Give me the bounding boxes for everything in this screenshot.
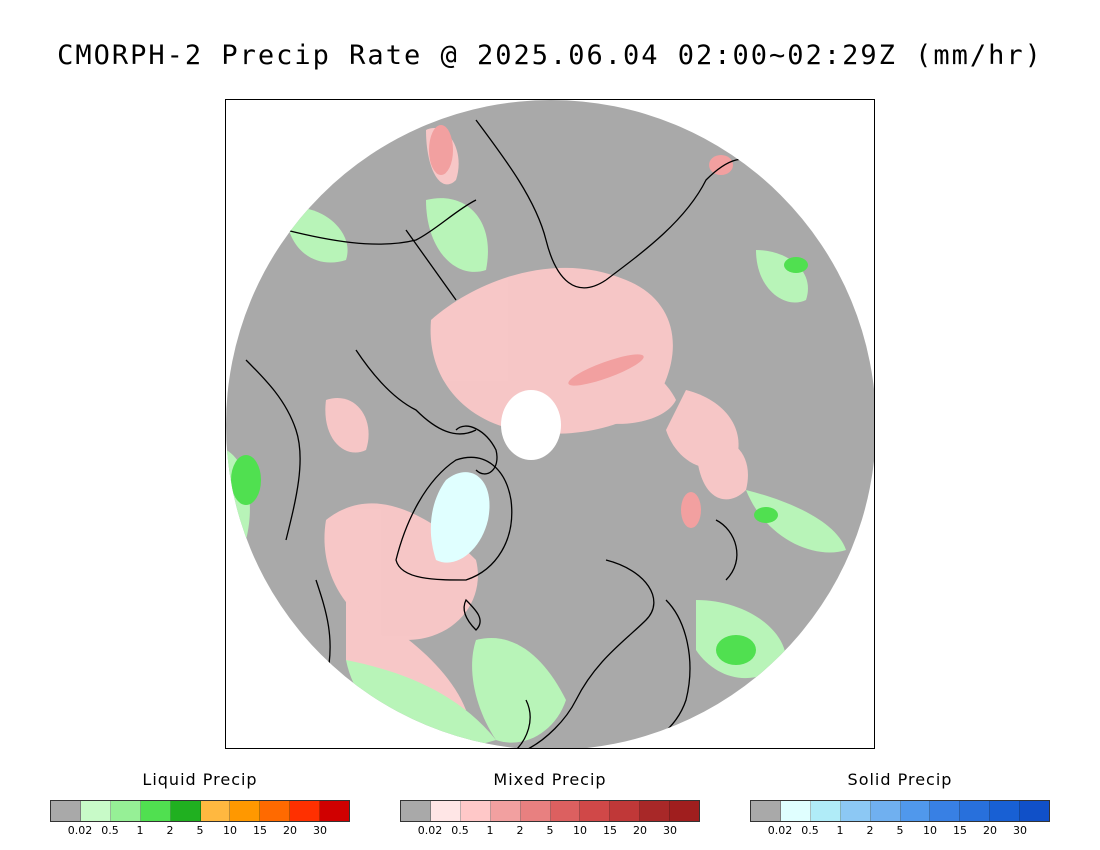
legend-liquid-tick-label: 10 — [223, 824, 237, 837]
legend-solid-colorbar — [750, 800, 1050, 822]
legend-liquid-swatch — [110, 801, 141, 821]
legend-liquid-ticks: 0.02 0.5 1 2 5 10 15 20 30 — [50, 824, 350, 838]
legend-mixed-swatch — [550, 801, 581, 821]
legend-solid-swatch — [960, 801, 991, 821]
mixed-precip-areas — [324, 128, 748, 717]
legend-solid-swatch — [810, 801, 841, 821]
legend-mixed-swatch — [520, 801, 551, 821]
legend-liquid-tick-label: 1 — [136, 824, 144, 837]
legend-liquid-swatch — [290, 801, 321, 821]
solid-precip-areas — [430, 472, 490, 563]
pole-region — [501, 390, 561, 460]
legend-mixed-tick-label: 0.5 — [451, 824, 469, 837]
legend-solid-ticks: 0.02 0.5 1 2 5 10 15 20 30 — [750, 824, 1050, 838]
legend-solid-swatch — [780, 801, 811, 821]
legend-mixed-swatch — [670, 801, 700, 821]
legend-liquid-swatch — [51, 801, 81, 821]
legend-liquid-tick-label: 0.5 — [101, 824, 119, 837]
legend-mixed-swatch — [430, 801, 461, 821]
legend-liquid-tick-label: 5 — [196, 824, 204, 837]
legend-liquid-swatch — [230, 801, 261, 821]
legend-solid-tick-label: 0.5 — [801, 824, 819, 837]
legend-liquid-tick-label: 2 — [166, 824, 174, 837]
legend-solid-swatch — [751, 801, 781, 821]
legend-mixed-swatch — [401, 801, 431, 821]
legend-mixed-ticks: 0.02 0.5 1 2 5 10 15 20 30 — [400, 824, 700, 838]
legend-liquid-tick-label: 15 — [253, 824, 267, 837]
legend-solid-tick-label: 5 — [896, 824, 904, 837]
legend-solid-swatch — [870, 801, 901, 821]
legend-liquid: Liquid Precip 0.02 0.5 1 2 5 10 15 20 30 — [50, 770, 350, 838]
legend-liquid-swatch — [140, 801, 171, 821]
mixed-precip-moderate — [429, 125, 733, 528]
legend-mixed-tick-label: 1 — [486, 824, 494, 837]
polar-map — [226, 100, 874, 748]
legend-solid-swatch — [1020, 801, 1050, 821]
legend-liquid-swatch — [170, 801, 201, 821]
legend-solid-tick-label: 20 — [983, 824, 997, 837]
legend-mixed-tick-label: 0.02 — [417, 824, 443, 837]
legend-liquid-tick-label: 0.02 — [67, 824, 93, 837]
legend-solid-tick-label: 30 — [1013, 824, 1027, 837]
map-frame — [225, 99, 875, 749]
legend-liquid-tick-label: 30 — [313, 824, 327, 837]
legend-mixed-tick-label: 10 — [573, 824, 587, 837]
legend-mixed-tick-label: 20 — [633, 824, 647, 837]
legend-solid-tick-label: 15 — [953, 824, 967, 837]
legend-liquid-colorbar — [50, 800, 350, 822]
legend-mixed-swatch — [610, 801, 641, 821]
legend-liquid-title: Liquid Precip — [142, 770, 258, 789]
legend-mixed-swatch — [490, 801, 521, 821]
legend-mixed: Mixed Precip 0.02 0.5 1 2 5 10 15 20 30 — [400, 770, 700, 838]
legend-solid-tick-label: 1 — [836, 824, 844, 837]
legend-liquid-tick-label: 20 — [283, 824, 297, 837]
legend-solid: Solid Precip 0.02 0.5 1 2 5 10 15 20 30 — [750, 770, 1050, 838]
legend-mixed-colorbar — [400, 800, 700, 822]
legend-liquid-swatch — [200, 801, 231, 821]
legend-mixed-swatch — [640, 801, 671, 821]
legend-mixed-tick-label: 5 — [546, 824, 554, 837]
legend-liquid-swatch — [260, 801, 291, 821]
legend-mixed-title: Mixed Precip — [493, 770, 607, 789]
legend-solid-tick-label: 2 — [866, 824, 874, 837]
legend-solid-tick-label: 10 — [923, 824, 937, 837]
legend-solid-title: Solid Precip — [847, 770, 953, 789]
legend-solid-swatch — [930, 801, 961, 821]
legend-mixed-tick-label: 2 — [516, 824, 524, 837]
legend-mixed-swatch — [580, 801, 611, 821]
legend-solid-swatch — [990, 801, 1021, 821]
legend-mixed-tick-label: 15 — [603, 824, 617, 837]
liquid-precip-moderate — [231, 257, 808, 665]
legend-solid-swatch — [840, 801, 871, 821]
legend-solid-tick-label: 0.02 — [767, 824, 793, 837]
legend-mixed-tick-label: 30 — [663, 824, 677, 837]
map-title: CMORPH-2 Precip Rate @ 2025.06.04 02:00~… — [57, 40, 1043, 71]
legend-liquid-swatch — [80, 801, 111, 821]
legend-solid-swatch — [900, 801, 931, 821]
legend-mixed-swatch — [460, 801, 491, 821]
legend-liquid-swatch — [320, 801, 350, 821]
